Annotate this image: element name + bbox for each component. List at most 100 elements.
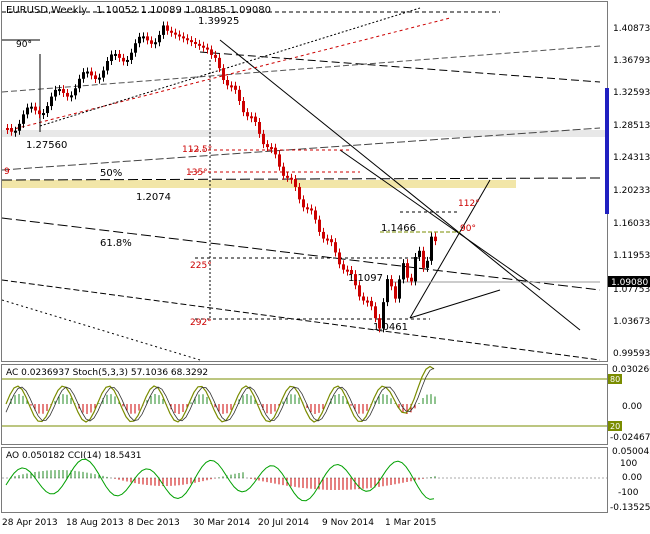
candle-body	[6, 128, 9, 130]
candle-body	[122, 57, 125, 62]
candle-body	[178, 34, 181, 37]
candle-body	[98, 77, 101, 80]
candle-body	[134, 43, 137, 53]
candle-body	[246, 112, 249, 117]
price-axis[interactable]: 1.40873 1.36793 1.32593 1.28513 1.24313 …	[613, 24, 650, 359]
candle-body	[418, 250, 421, 257]
ao-axis-tick: 0.050045	[612, 447, 650, 457]
ac-panel-frame	[1, 364, 608, 445]
candle-body	[142, 36, 145, 39]
label-12074: 1.2074	[136, 192, 171, 203]
label-1125: 112.5°	[182, 145, 212, 155]
candle-body	[222, 68, 225, 80]
candles	[6, 21, 437, 333]
label-low1: 1.27560	[26, 140, 67, 151]
candle-body	[26, 107, 29, 115]
candle-body	[234, 85, 237, 90]
label-11097: 1.1097	[348, 273, 383, 284]
ac-panel-label: AC 0.0236937 Stoch(5,3,3) 57.1036 68.329…	[6, 368, 208, 378]
candle-body	[262, 133, 265, 145]
ao-indicator	[2, 458, 607, 502]
candle-body	[402, 263, 405, 280]
candle-body	[62, 89, 65, 93]
ac-axis-tick: 20	[610, 422, 620, 431]
price-tick: 1.03673	[613, 317, 650, 327]
trend-line	[1, 279, 601, 361]
candle-body	[86, 71, 89, 74]
candle-body	[322, 231, 325, 239]
candle-body	[314, 210, 317, 220]
trend-line	[1, 127, 601, 171]
candle-body	[78, 78, 81, 89]
candle-body	[198, 43, 201, 46]
candle-body	[206, 47, 209, 50]
candle-body	[214, 54, 217, 58]
label-135: 135°	[186, 168, 208, 178]
label-292: 292°	[190, 318, 212, 328]
candle-body	[54, 89, 57, 97]
label-225: 225°	[190, 261, 212, 271]
candle-body	[30, 106, 33, 109]
candle-body	[302, 199, 305, 208]
candle-body	[138, 36, 141, 44]
ac-axis-tick: 80	[610, 375, 620, 384]
candle-body	[342, 264, 345, 270]
candle-body	[106, 61, 109, 71]
ac-axis-tick: 0.00	[622, 402, 642, 412]
candle-body	[102, 70, 105, 78]
price-tick: 1.11953	[613, 251, 650, 261]
candle-body	[154, 42, 157, 45]
price-tick: 1.20233	[613, 186, 650, 196]
candle-body	[34, 106, 37, 111]
candle-body	[210, 49, 213, 55]
price-tick: 1.07753	[613, 285, 650, 295]
time-tick: 1 Mar 2015	[385, 518, 436, 528]
candle-body	[158, 34, 161, 43]
candle-body	[358, 285, 361, 297]
candle-body	[146, 36, 149, 41]
candle-body	[390, 279, 393, 287]
selection-bar[interactable]	[605, 88, 609, 214]
grey-band	[2, 130, 606, 137]
candle-body	[42, 113, 45, 116]
candle-body	[190, 40, 193, 43]
ao-axis-tick: -100	[618, 488, 639, 498]
candle-body	[58, 89, 61, 92]
candle-body	[90, 71, 93, 76]
candle-body	[366, 300, 369, 303]
candle-body	[182, 36, 185, 39]
time-tick: 28 Apr 2013	[2, 518, 58, 528]
candle-body	[238, 89, 241, 102]
candle-body	[226, 79, 229, 86]
candle-body	[338, 252, 341, 265]
time-tick: 20 Jul 2014	[258, 518, 309, 528]
time-tick: 9 Nov 2014	[322, 518, 374, 528]
candle-body	[430, 236, 433, 261]
fib-band	[2, 180, 516, 188]
candle-body	[310, 208, 313, 211]
price-tick: 1.16033	[613, 219, 650, 229]
stoch-80-marker	[608, 374, 622, 384]
candle-body	[18, 123, 21, 131]
label-112: 112°	[458, 199, 480, 209]
candle-body	[330, 239, 333, 243]
candle-body	[274, 147, 277, 155]
label-90-top: 90°	[16, 40, 32, 50]
candle-body	[66, 92, 69, 97]
candle-body	[186, 38, 189, 41]
time-axis[interactable]: 28 Apr 2013 18 Aug 2013 8 Dec 2013 30 Ma…	[2, 518, 436, 528]
price-tick: 1.24313	[613, 153, 650, 163]
time-tick: 18 Aug 2013	[66, 518, 124, 528]
candle-body	[74, 88, 77, 96]
candle-body	[118, 53, 121, 58]
candle-body	[278, 154, 281, 167]
trend-line	[199, 51, 601, 83]
ao-panel-frame	[1, 447, 608, 513]
trend-line	[1, 45, 601, 93]
candle-body	[254, 116, 257, 123]
candle-body	[410, 277, 413, 282]
candle-body	[282, 166, 285, 176]
price-tick: 1.40873	[613, 24, 650, 34]
